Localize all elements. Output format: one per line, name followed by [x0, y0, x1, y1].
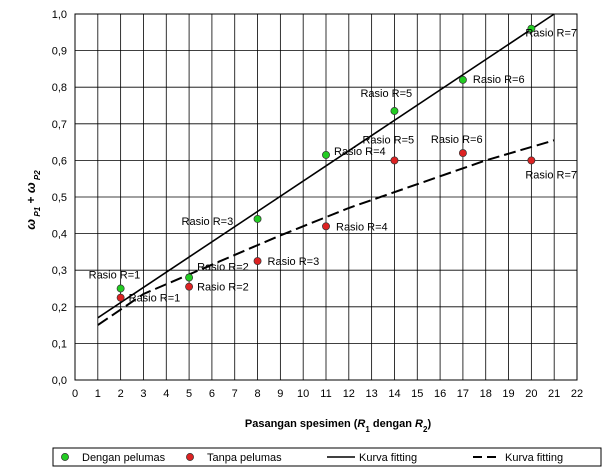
point-label: Rasio R=7	[525, 169, 577, 181]
legend-label: Tanpa pelumas	[207, 452, 282, 464]
x-tick-label: 4	[163, 388, 169, 400]
data-points	[116, 24, 536, 302]
point-label: Rasio R=1	[89, 270, 141, 282]
x-tick-label: 13	[366, 388, 378, 400]
point-label: Rasio R=2	[197, 282, 249, 294]
x-tick-label: 16	[434, 388, 446, 400]
point-label: Rasio R=2	[197, 262, 249, 274]
data-point	[322, 222, 330, 231]
grid	[74, 13, 578, 381]
legend-item: Kurva fitting	[473, 452, 563, 464]
data-point	[116, 293, 125, 302]
point-label: Rasio R=4	[336, 221, 388, 233]
fit-line-solid	[97, 13, 555, 319]
y-tick-label: 0,9	[52, 46, 67, 58]
data-point	[390, 107, 399, 115]
x-tick-label: 3	[140, 388, 146, 400]
x-tick-label: 9	[277, 388, 283, 400]
legend-marker	[61, 453, 69, 461]
x-tick-label: 8	[254, 388, 260, 400]
point-label: Rasio R=4	[334, 146, 386, 158]
point-label: Rasio R=5	[362, 134, 414, 146]
data-point	[527, 156, 536, 165]
x-tick-label: 14	[388, 388, 400, 400]
x-tick-label: 2	[118, 388, 124, 400]
legend-label: Kurva fitting	[505, 452, 563, 464]
x-tick-label: 1	[95, 388, 101, 400]
y-tick-label: 0,3	[52, 265, 67, 277]
y-tick-label: 0,8	[52, 82, 67, 94]
data-point	[253, 257, 262, 265]
legend-marker	[186, 453, 194, 461]
x-tick-label: 19	[502, 388, 514, 400]
data-point	[458, 149, 467, 158]
point-label: Rasio R=5	[360, 88, 412, 100]
x-tick-label: 0	[72, 388, 78, 400]
x-tick-label: 22	[571, 388, 583, 400]
y-tick-label: 0,2	[52, 302, 67, 314]
x-axis-title: Pasangan spesimen (R1 dengan R2)	[245, 418, 432, 434]
legend-item: Kurva fitting	[327, 452, 417, 464]
x-tick-label: 6	[209, 388, 215, 400]
data-point	[253, 215, 262, 223]
legend: Dengan pelumas Tanpa pelumas Kurva fitting…	[52, 447, 602, 467]
x-tick-label: 7	[232, 388, 238, 400]
point-label: Rasio R=6	[431, 134, 483, 146]
fit-lines	[97, 13, 555, 326]
x-tick-label: 17	[457, 388, 469, 400]
data-point	[116, 284, 125, 293]
fit-line-dashed	[97, 139, 555, 326]
y-tick-label: 1,0	[52, 9, 67, 21]
x-tick-label: 10	[297, 388, 309, 400]
point-label: Rasio R=3	[268, 256, 320, 268]
y-tick-label: 0,0	[52, 375, 67, 387]
data-point	[527, 24, 536, 33]
point-label: Rasio R=7	[525, 28, 577, 40]
data-point	[185, 273, 194, 282]
point-label: Rasio R=6	[473, 74, 525, 86]
legend-item: Tanpa pelumas	[186, 452, 282, 464]
x-tick-label: 15	[411, 388, 423, 400]
legend-item: Dengan pelumas	[61, 452, 166, 464]
x-tick-label: 12	[343, 388, 355, 400]
y-tick-label: 0,5	[52, 192, 67, 204]
data-point	[390, 156, 399, 165]
y-tick-label: 0,6	[52, 155, 67, 167]
x-tick-label: 5	[186, 388, 192, 400]
y-axis-title: ω P1 + ω P2	[23, 170, 42, 230]
data-point	[458, 75, 467, 84]
y-tick-label: 0,7	[52, 119, 67, 131]
tick-labels: 0 1 2 3 4 5 6 7 8 9 10 11 12 13 14 15 16 17 18 19 20 21 220,00…	[52, 9, 583, 400]
x-tick-label: 21	[548, 388, 560, 400]
point-label: Rasio R=1	[129, 293, 181, 305]
x-tick-label: 11	[320, 388, 331, 400]
legend-label: Dengan pelumas	[82, 452, 166, 464]
y-tick-label: 0,1	[52, 338, 67, 350]
x-tick-label: 20	[525, 388, 537, 400]
legend-label: Kurva fitting	[359, 452, 417, 464]
data-point	[185, 282, 194, 291]
point-label: Rasio R=3	[182, 216, 234, 228]
plot-frame	[74, 13, 578, 381]
y-tick-label: 0,4	[52, 229, 67, 241]
x-tick-label: 18	[480, 388, 492, 400]
data-point	[322, 150, 330, 159]
